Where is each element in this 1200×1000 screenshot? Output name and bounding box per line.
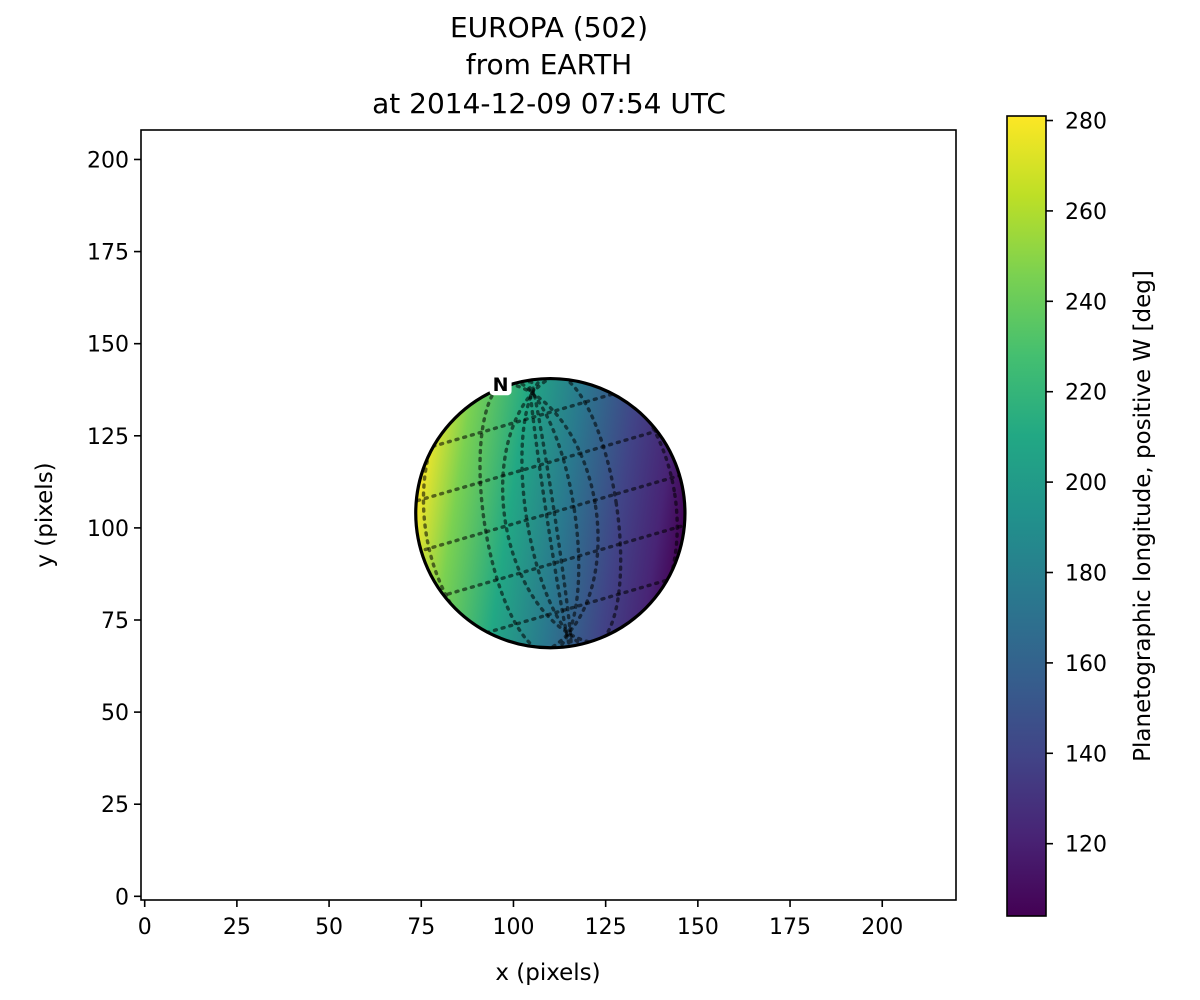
y-tick-label: 50 — [101, 701, 129, 726]
y-axis-label: y (pixels) — [32, 462, 58, 567]
y-tick-label: 100 — [87, 517, 129, 542]
meridian-line — [527, 378, 573, 648]
x-tick-label: 200 — [861, 915, 903, 940]
y-tick-label: 25 — [101, 793, 129, 818]
y-tick-label: 200 — [87, 148, 129, 173]
x-tick-label: 125 — [585, 915, 627, 940]
colorbar-label: Planetographic longitude, positive W [de… — [1130, 270, 1156, 762]
x-tick-label: 150 — [677, 915, 719, 940]
parallel-line — [415, 468, 685, 558]
planet-disc: N — [414, 373, 687, 650]
y-tick-label: 0 — [115, 885, 129, 910]
y-tick-label: 75 — [101, 609, 129, 634]
y-tick-label: 175 — [87, 241, 129, 266]
colorbar-gradient — [1006, 115, 1047, 917]
colorbar-tick-label: 200 — [1065, 471, 1107, 496]
x-tick-label: 75 — [407, 915, 435, 940]
north-marker-label: N — [493, 374, 509, 396]
x-tick-label: 50 — [315, 915, 343, 940]
north-pole-marker: N — [489, 373, 512, 396]
colorbar-tick-label: 260 — [1065, 200, 1107, 225]
colorbar-tick-label: 180 — [1065, 561, 1107, 586]
x-axis-label: x (pixels) — [495, 960, 600, 986]
chart-title-line-1: EUROPA (502) — [450, 11, 648, 44]
y-tick-label: 150 — [87, 333, 129, 358]
colorbar-ticks: 120 140 160 180 200 220 240 260 280 — [1046, 110, 1107, 858]
plot-frame — [140, 129, 957, 901]
colorbar: 120 140 160 180 200 220 240 260 280 Planetograph… — [1006, 110, 1156, 917]
x-tick-label: 175 — [769, 915, 811, 940]
colorbar-tick-label: 120 — [1065, 833, 1107, 858]
y-axis-ticks: 0 25 50 75 100 125 150 175 200 — [87, 148, 141, 910]
chart-title-line-3: at 2014-12-09 07:54 UTC — [372, 87, 726, 120]
x-tick-label: 25 — [223, 915, 251, 940]
disc-limb-outline — [414, 376, 687, 650]
x-axis-ticks: 0 25 50 75 100 125 150 175 200 — [138, 900, 903, 940]
colorbar-tick-label: 140 — [1065, 742, 1107, 767]
parallel-line — [415, 417, 685, 507]
parallel-line — [415, 519, 685, 610]
colorbar-tick-label: 280 — [1065, 110, 1107, 135]
x-tick-label: 0 — [138, 915, 152, 940]
x-tick-label: 100 — [492, 915, 534, 940]
colorbar-tick-label: 220 — [1065, 381, 1107, 406]
chart-title-line-2: from EARTH — [466, 48, 632, 81]
colorbar-tick-label: 160 — [1065, 652, 1107, 677]
y-tick-label: 125 — [87, 425, 129, 450]
north-marker-background — [489, 373, 512, 396]
colorbar-tick-label: 240 — [1065, 290, 1107, 315]
meridian-line — [421, 381, 600, 648]
